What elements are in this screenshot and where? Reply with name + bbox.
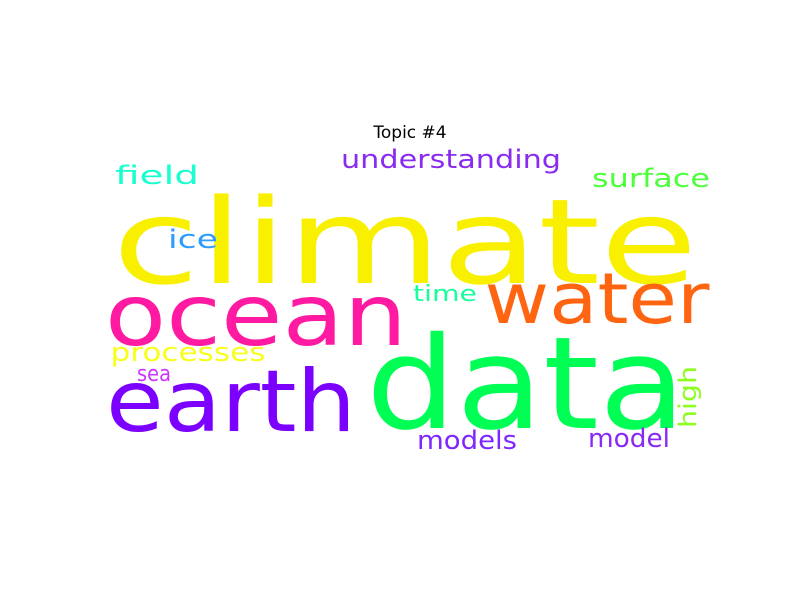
word-models: models [417, 426, 517, 456]
word-high: high [674, 366, 702, 428]
word-surface: surface [592, 164, 710, 194]
word-climate: climate [113, 173, 698, 311]
chart-title: Topic #4 [372, 123, 446, 143]
word-time: time [413, 282, 477, 307]
word-processes: processes [111, 338, 266, 368]
word-ice: ice [168, 225, 218, 255]
word-understanding: understanding [341, 145, 561, 175]
word-model: model [588, 424, 670, 454]
word-sea: sea [137, 362, 171, 387]
word-field: field [115, 161, 199, 191]
word-ocean: ocean [105, 266, 407, 366]
word-data: data [366, 310, 686, 459]
word-water: water [485, 258, 710, 340]
word-earth: earth [106, 352, 356, 452]
